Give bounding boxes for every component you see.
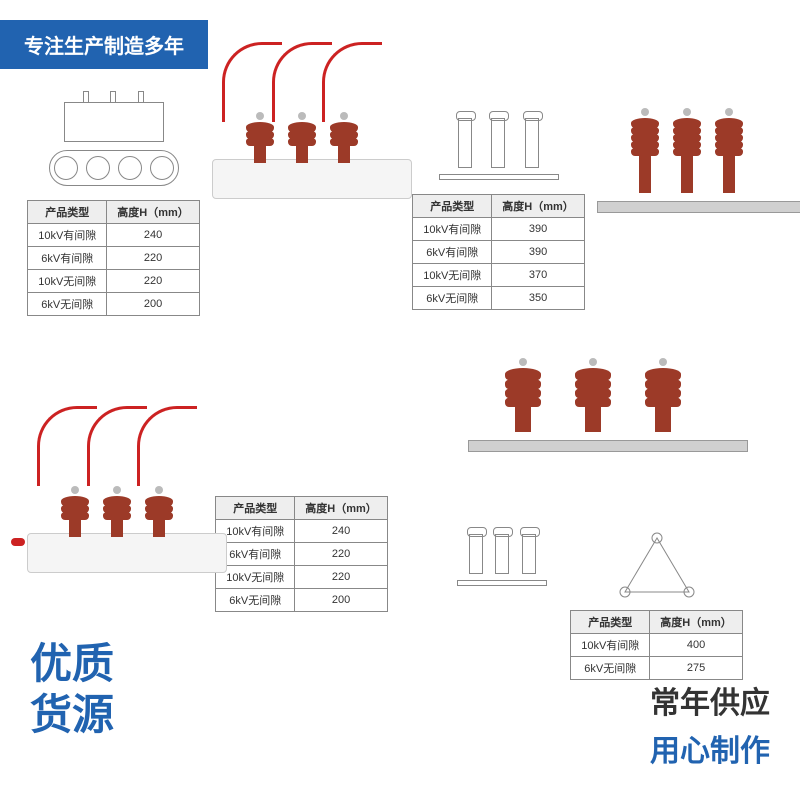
product-metal-rail-1: [597, 108, 777, 258]
table-q3: 产品类型高度H（mm） 10kV有间隙240 6kV有间隙220 10kV无间隙…: [215, 496, 388, 612]
product-grid: 产品类型高度H（mm） 10kV有间隙240 6kV有间隙220 10kV无间隙…: [0, 60, 800, 690]
product-white-base-2: [27, 436, 207, 586]
table-q4: 产品类型高度H（mm） 10kV有间隙400 6kV无间隙275: [570, 610, 743, 680]
product-metal-rail-2: [468, 358, 718, 508]
drawing-q2: [409, 108, 589, 180]
drawing-q4-plan: [617, 532, 697, 602]
table-q1: 产品类型高度H（mm） 10kV有间隙240 6kV有间隙220 10kV无间隙…: [27, 200, 200, 316]
drawing-q1: [24, 102, 204, 186]
product-white-base-1: [212, 72, 392, 222]
promo-text: 优质 货源: [30, 639, 114, 740]
cell-bottom-right: 产品类型高度H（mm） 10kV有间隙400 6kV无间隙275: [405, 358, 780, 680]
cell-top-right: 产品类型高度H（mm） 10kV有间隙390 6kV有间隙390 10kV无间隙…: [405, 70, 780, 348]
footer-text: 常年供应 用心制作: [650, 678, 770, 770]
table-q2: 产品类型高度H（mm） 10kV有间隙390 6kV有间隙390 10kV无间隙…: [412, 194, 585, 310]
cell-bottom-left: 产品类型高度H（mm） 10kV有间隙240 6kV有间隙220 10kV无间隙…: [20, 358, 395, 680]
drawing-q4-elev: [442, 524, 562, 586]
cell-top-left: 产品类型高度H（mm） 10kV有间隙240 6kV有间隙220 10kV无间隙…: [20, 70, 395, 348]
